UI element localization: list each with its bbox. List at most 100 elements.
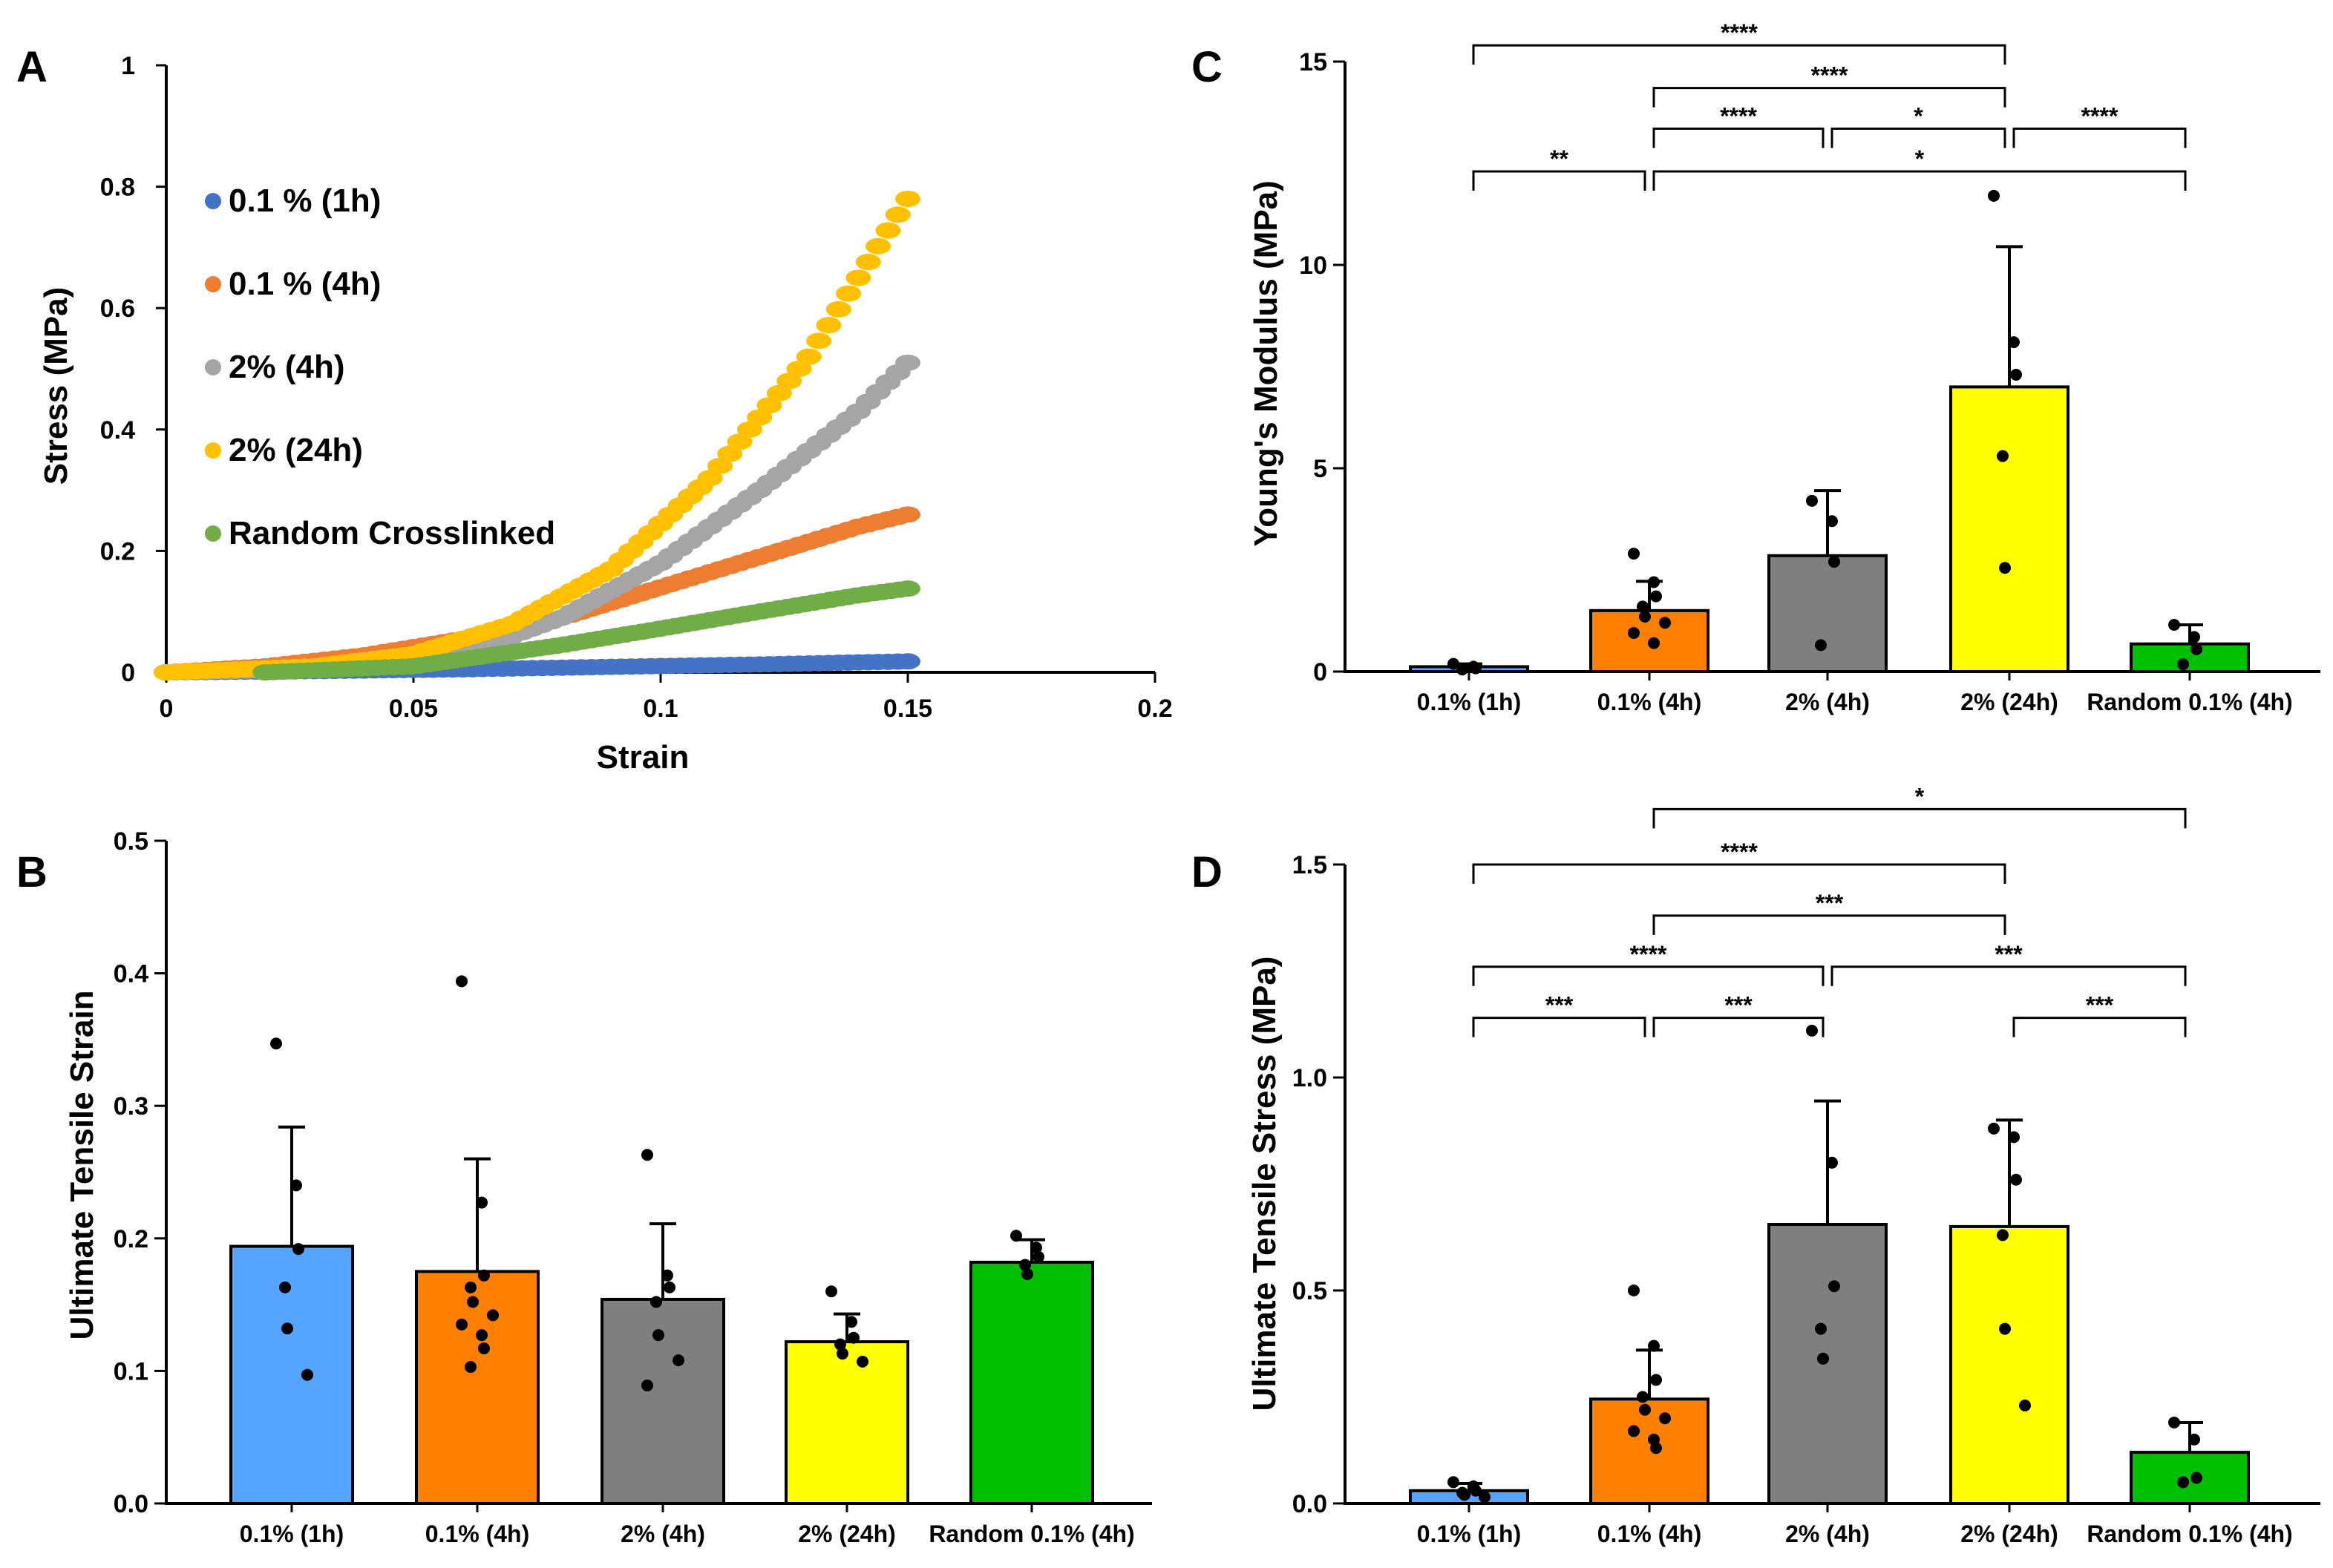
panel-d-data-point — [1806, 1024, 1818, 1037]
panel-d-data-point — [1817, 1352, 1829, 1365]
panel-b-data-point — [467, 1296, 479, 1308]
significance-label: **** — [1720, 102, 1757, 129]
panel-b-data-point — [848, 1331, 860, 1344]
panel-b-data-point — [641, 1380, 653, 1392]
series-marker — [855, 254, 881, 271]
bracket-line — [2012, 127, 2187, 148]
significance-label: *** — [1995, 941, 2023, 968]
panel-c-y-label: Young's Modulus (MPa) — [1248, 180, 1284, 547]
panel-b-data-point — [825, 1285, 837, 1298]
panel-c-bar — [2130, 642, 2250, 674]
series-marker — [866, 237, 891, 255]
significance-label: * — [1915, 783, 1925, 810]
panel-c-significance-bracket: **** — [1652, 102, 1825, 148]
panel-a-x-tick-label: 0.05 — [389, 695, 438, 723]
panel-d-y-tick-label: 1.5 — [1292, 851, 1327, 879]
panel-c-category-label: 0.1% (1h) — [1417, 689, 1521, 715]
legend-marker — [205, 442, 221, 459]
panel-c-data-point — [1470, 662, 1482, 675]
panel-a-stress-strain: A Strain Stress (MPa) 0 0.2 0.4 0.6 0.8 1 0 0.0… — [16, 43, 1173, 775]
panel-c-data-point — [1648, 576, 1660, 588]
significance-label: **** — [1811, 62, 1848, 89]
series-marker — [736, 421, 762, 438]
panel-b-data-point — [465, 1361, 477, 1374]
panel-c-category-label: Random 0.1% (4h) — [2087, 689, 2292, 715]
panel-b-data-point — [301, 1368, 313, 1381]
panel-a-y-tick-label: 0.8 — [100, 174, 135, 202]
panel-d-data-point — [1650, 1442, 1662, 1454]
series-marker — [816, 317, 842, 334]
panel-b-data-point — [456, 1318, 468, 1331]
panel-b-data-point — [857, 1355, 868, 1368]
panel-c-data-point — [2008, 336, 2020, 349]
panel-d-y-tick-label: 1.0 — [1292, 1064, 1327, 1092]
panel-d-y-tick-label: 0.0 — [1292, 1490, 1327, 1518]
panel-c-y-tick-label: 15 — [1299, 48, 1327, 76]
panel-c-data-point — [1447, 657, 1459, 670]
panel-d-data-point — [1628, 1285, 1640, 1296]
panel-b-y-tick-label: 0.0 — [114, 1490, 148, 1518]
panel-b-data-point — [1010, 1230, 1022, 1242]
bracket-line — [1472, 44, 2006, 65]
series-marker — [895, 190, 920, 207]
panel-b-category-label: 2% (4h) — [621, 1521, 705, 1547]
panel-c-data-point — [1639, 611, 1651, 623]
bracket-line — [2012, 1017, 2187, 1037]
panel-d-data-point — [2190, 1472, 2202, 1484]
legend-label: 0.1 % (4h) — [229, 266, 381, 302]
panel-d-significance-bracket: *** — [1472, 992, 1646, 1037]
panel-b-data-point — [465, 1281, 477, 1293]
bracket-line — [1652, 914, 2006, 935]
legend-marker — [205, 193, 221, 209]
bracket-line — [1472, 863, 2006, 884]
panel-c-data-point — [1826, 515, 1838, 528]
panel-a-y-label: Stress (MPa) — [38, 287, 74, 485]
panel-b-data-point — [279, 1281, 291, 1293]
panel-b-ultimate-tensile-strain: B Ultimate Tensile Strain 0.0 0.1 0.2 0.3 0.… — [16, 827, 1152, 1547]
bracket-line — [1652, 170, 2187, 191]
panel-d-bar — [1589, 1397, 1709, 1505]
significance-label: *** — [1724, 992, 1753, 1019]
bracket-line — [1830, 965, 2187, 986]
panel-b-data-point — [664, 1281, 675, 1293]
panel-c-category-label: 0.1% (4h) — [1597, 689, 1701, 715]
bracket-line — [1652, 87, 2006, 108]
series-marker — [707, 457, 733, 474]
panel-d-data-point — [1459, 1489, 1470, 1501]
bracket-line — [1472, 170, 1646, 191]
significance-label: **** — [1630, 941, 1667, 968]
panel-d-ultimate-tensile-stress: D Ultimate Tensile Stress (MPa) 0.0 0.5 1.… — [1191, 783, 2320, 1547]
panel-d-significance-bracket: * — [1652, 783, 2187, 829]
panel-c-data-point — [1650, 590, 1662, 603]
series-marker — [845, 269, 871, 286]
panel-c-data-point — [1659, 617, 1671, 629]
panel-d-data-point — [1828, 1280, 1840, 1293]
series-marker — [796, 348, 822, 365]
significance-label: *** — [1816, 890, 1844, 916]
panel-label-a: A — [16, 43, 48, 91]
panel-d-significance-bracket: *** — [1830, 941, 2187, 986]
panel-d-category-label: 2% (4h) — [1785, 1521, 1870, 1547]
panel-c-data-point — [1999, 562, 2011, 574]
panel-b-data-point — [476, 1196, 488, 1209]
series-marker — [766, 384, 792, 401]
panel-b-data-point — [650, 1296, 662, 1308]
panel-c-data-point — [1815, 639, 1827, 652]
bracket-line — [1652, 127, 1825, 148]
significance-label: **** — [2081, 102, 2118, 129]
legend-label: 2% (24h) — [229, 432, 363, 468]
panel-b-data-point — [487, 1309, 499, 1322]
panel-d-category-label: Random 0.1% (4h) — [2087, 1521, 2292, 1547]
series-marker — [895, 580, 920, 597]
panel-c-data-point — [2190, 643, 2202, 655]
panel-b-y-tick-label: 0.4 — [114, 960, 148, 988]
significance-label: * — [1915, 145, 1925, 172]
panel-d-category-label: 0.1% (1h) — [1417, 1521, 1521, 1547]
significance-label: **** — [1721, 839, 1758, 865]
panel-a-y-tick-label: 0.6 — [100, 295, 135, 323]
series-marker — [895, 354, 920, 371]
panel-c-data-point — [1806, 494, 1818, 507]
series-marker — [895, 653, 920, 670]
legend-marker — [205, 359, 221, 375]
